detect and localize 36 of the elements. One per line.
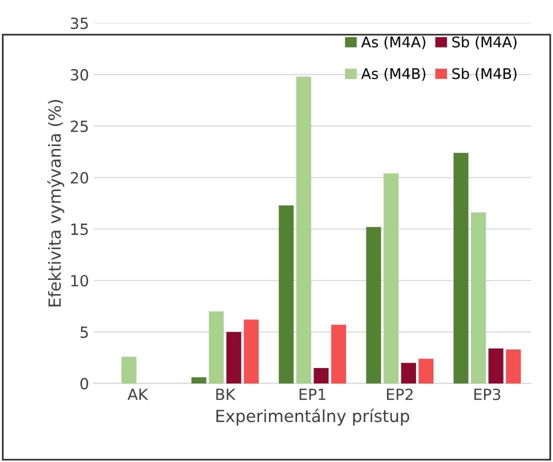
bar bbox=[208, 311, 224, 384]
x-axis-title: Experimentálny prístup bbox=[216, 408, 410, 426]
x-tick-label: EP1 bbox=[300, 388, 326, 400]
bar bbox=[226, 332, 242, 384]
bar bbox=[454, 152, 468, 384]
bar bbox=[122, 356, 136, 384]
x-tick-label: EP2 bbox=[387, 388, 413, 400]
bar bbox=[191, 377, 206, 384]
legend-label: Sb (M4B) bbox=[452, 68, 516, 81]
x-tick-label: EP3 bbox=[474, 388, 500, 400]
y-tick-label: 5 bbox=[80, 326, 88, 338]
bar bbox=[418, 358, 434, 384]
y-tick-label: 0 bbox=[80, 378, 88, 390]
bar bbox=[506, 349, 521, 384]
y-tick-label: 20 bbox=[70, 172, 88, 184]
y-tick-label: 25 bbox=[70, 120, 88, 132]
x-tick-label: BK bbox=[216, 388, 236, 400]
bar bbox=[278, 205, 294, 384]
y-tick-label: 30 bbox=[70, 69, 88, 81]
bar bbox=[314, 368, 329, 384]
legend-label: Sb (M4A) bbox=[452, 36, 516, 50]
bar bbox=[384, 173, 399, 384]
legend-label: As (M4B) bbox=[361, 68, 426, 81]
x-tick-label: AK bbox=[128, 388, 148, 400]
bar bbox=[401, 362, 416, 384]
bar bbox=[244, 320, 259, 384]
y-tick-label: 15 bbox=[71, 224, 88, 236]
y-tick-label: 10 bbox=[71, 274, 88, 287]
bar bbox=[366, 226, 382, 384]
bar bbox=[296, 76, 312, 384]
legend-label: As (M4A) bbox=[361, 36, 426, 50]
bar bbox=[471, 212, 486, 384]
bar bbox=[331, 324, 346, 384]
bar bbox=[488, 348, 504, 384]
y-axis-title: Efektivita vymývania (%) bbox=[47, 100, 64, 306]
y-tick-label: 35 bbox=[70, 18, 88, 30]
